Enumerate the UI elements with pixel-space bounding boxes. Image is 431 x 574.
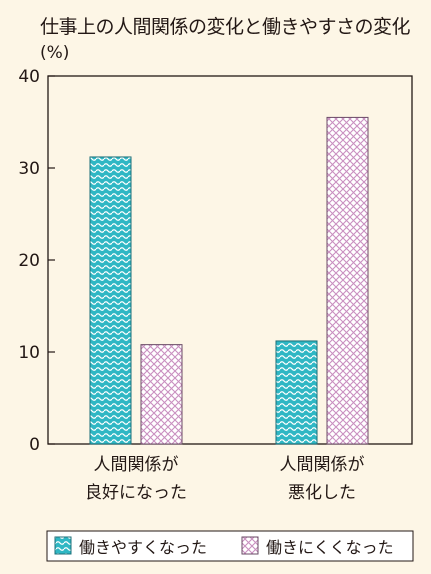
legend-label: 働きにくくなった bbox=[266, 538, 394, 557]
y-tick-label: 40 bbox=[18, 67, 40, 87]
legend-swatch bbox=[241, 536, 259, 555]
bar-harder-1 bbox=[140, 344, 183, 445]
y-tick-label: 30 bbox=[18, 159, 40, 179]
bar-harder-2 bbox=[326, 116, 369, 445]
x-category-label: 悪化した bbox=[288, 483, 356, 503]
legend-label: 働きやすくなった bbox=[79, 538, 207, 557]
legend-swatch bbox=[54, 536, 72, 555]
bar-easier-1 bbox=[89, 156, 132, 445]
chart-title: 仕事上の人間関係の変化と働きやすさの変化 bbox=[40, 16, 411, 38]
x-category-label: 人間関係が bbox=[94, 455, 179, 475]
y-tick-label: 20 bbox=[18, 251, 40, 271]
y-axis-unit: (%) bbox=[40, 43, 70, 63]
bar-easier-2 bbox=[275, 340, 318, 445]
y-tick-label: 0 bbox=[29, 435, 40, 455]
x-category-label: 人間関係が bbox=[280, 455, 365, 475]
legend-box bbox=[46, 530, 414, 562]
x-category-label: 良好になった bbox=[85, 483, 187, 503]
y-tick-label: 10 bbox=[18, 343, 40, 363]
